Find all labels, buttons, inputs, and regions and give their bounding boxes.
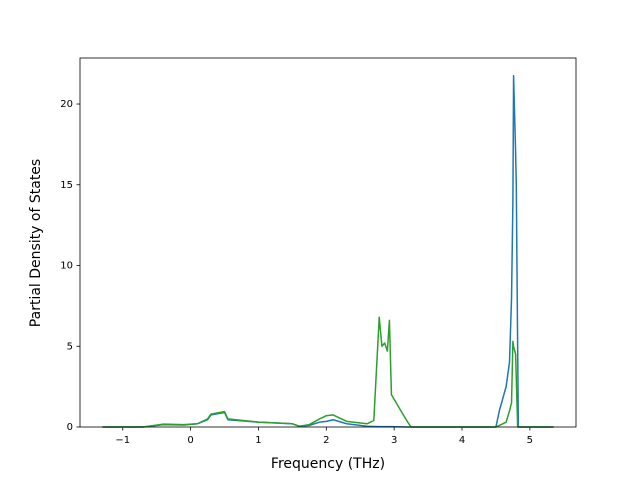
y-tick-label: 5 bbox=[67, 341, 73, 352]
x-axis-label: Frequency (THz) bbox=[271, 456, 385, 472]
series-line bbox=[102, 316, 554, 428]
x-tick-label: −1 bbox=[115, 435, 130, 446]
x-tick-label: 0 bbox=[187, 435, 193, 446]
y-tick-label: 20 bbox=[60, 99, 73, 110]
y-tick-label: 10 bbox=[60, 261, 73, 272]
y-axis-label: Partial Density of States bbox=[28, 159, 44, 327]
y-tick-label: 15 bbox=[60, 180, 73, 191]
x-tick-label: 2 bbox=[323, 435, 329, 446]
x-tick-label: 4 bbox=[459, 435, 465, 446]
y-tick-label: 0 bbox=[67, 422, 73, 433]
x-tick-label: 3 bbox=[391, 435, 397, 446]
plot-frame bbox=[79, 57, 577, 428]
x-tick-label: 5 bbox=[527, 435, 533, 446]
x-tick-label: 1 bbox=[255, 435, 261, 446]
series-line bbox=[102, 75, 554, 428]
